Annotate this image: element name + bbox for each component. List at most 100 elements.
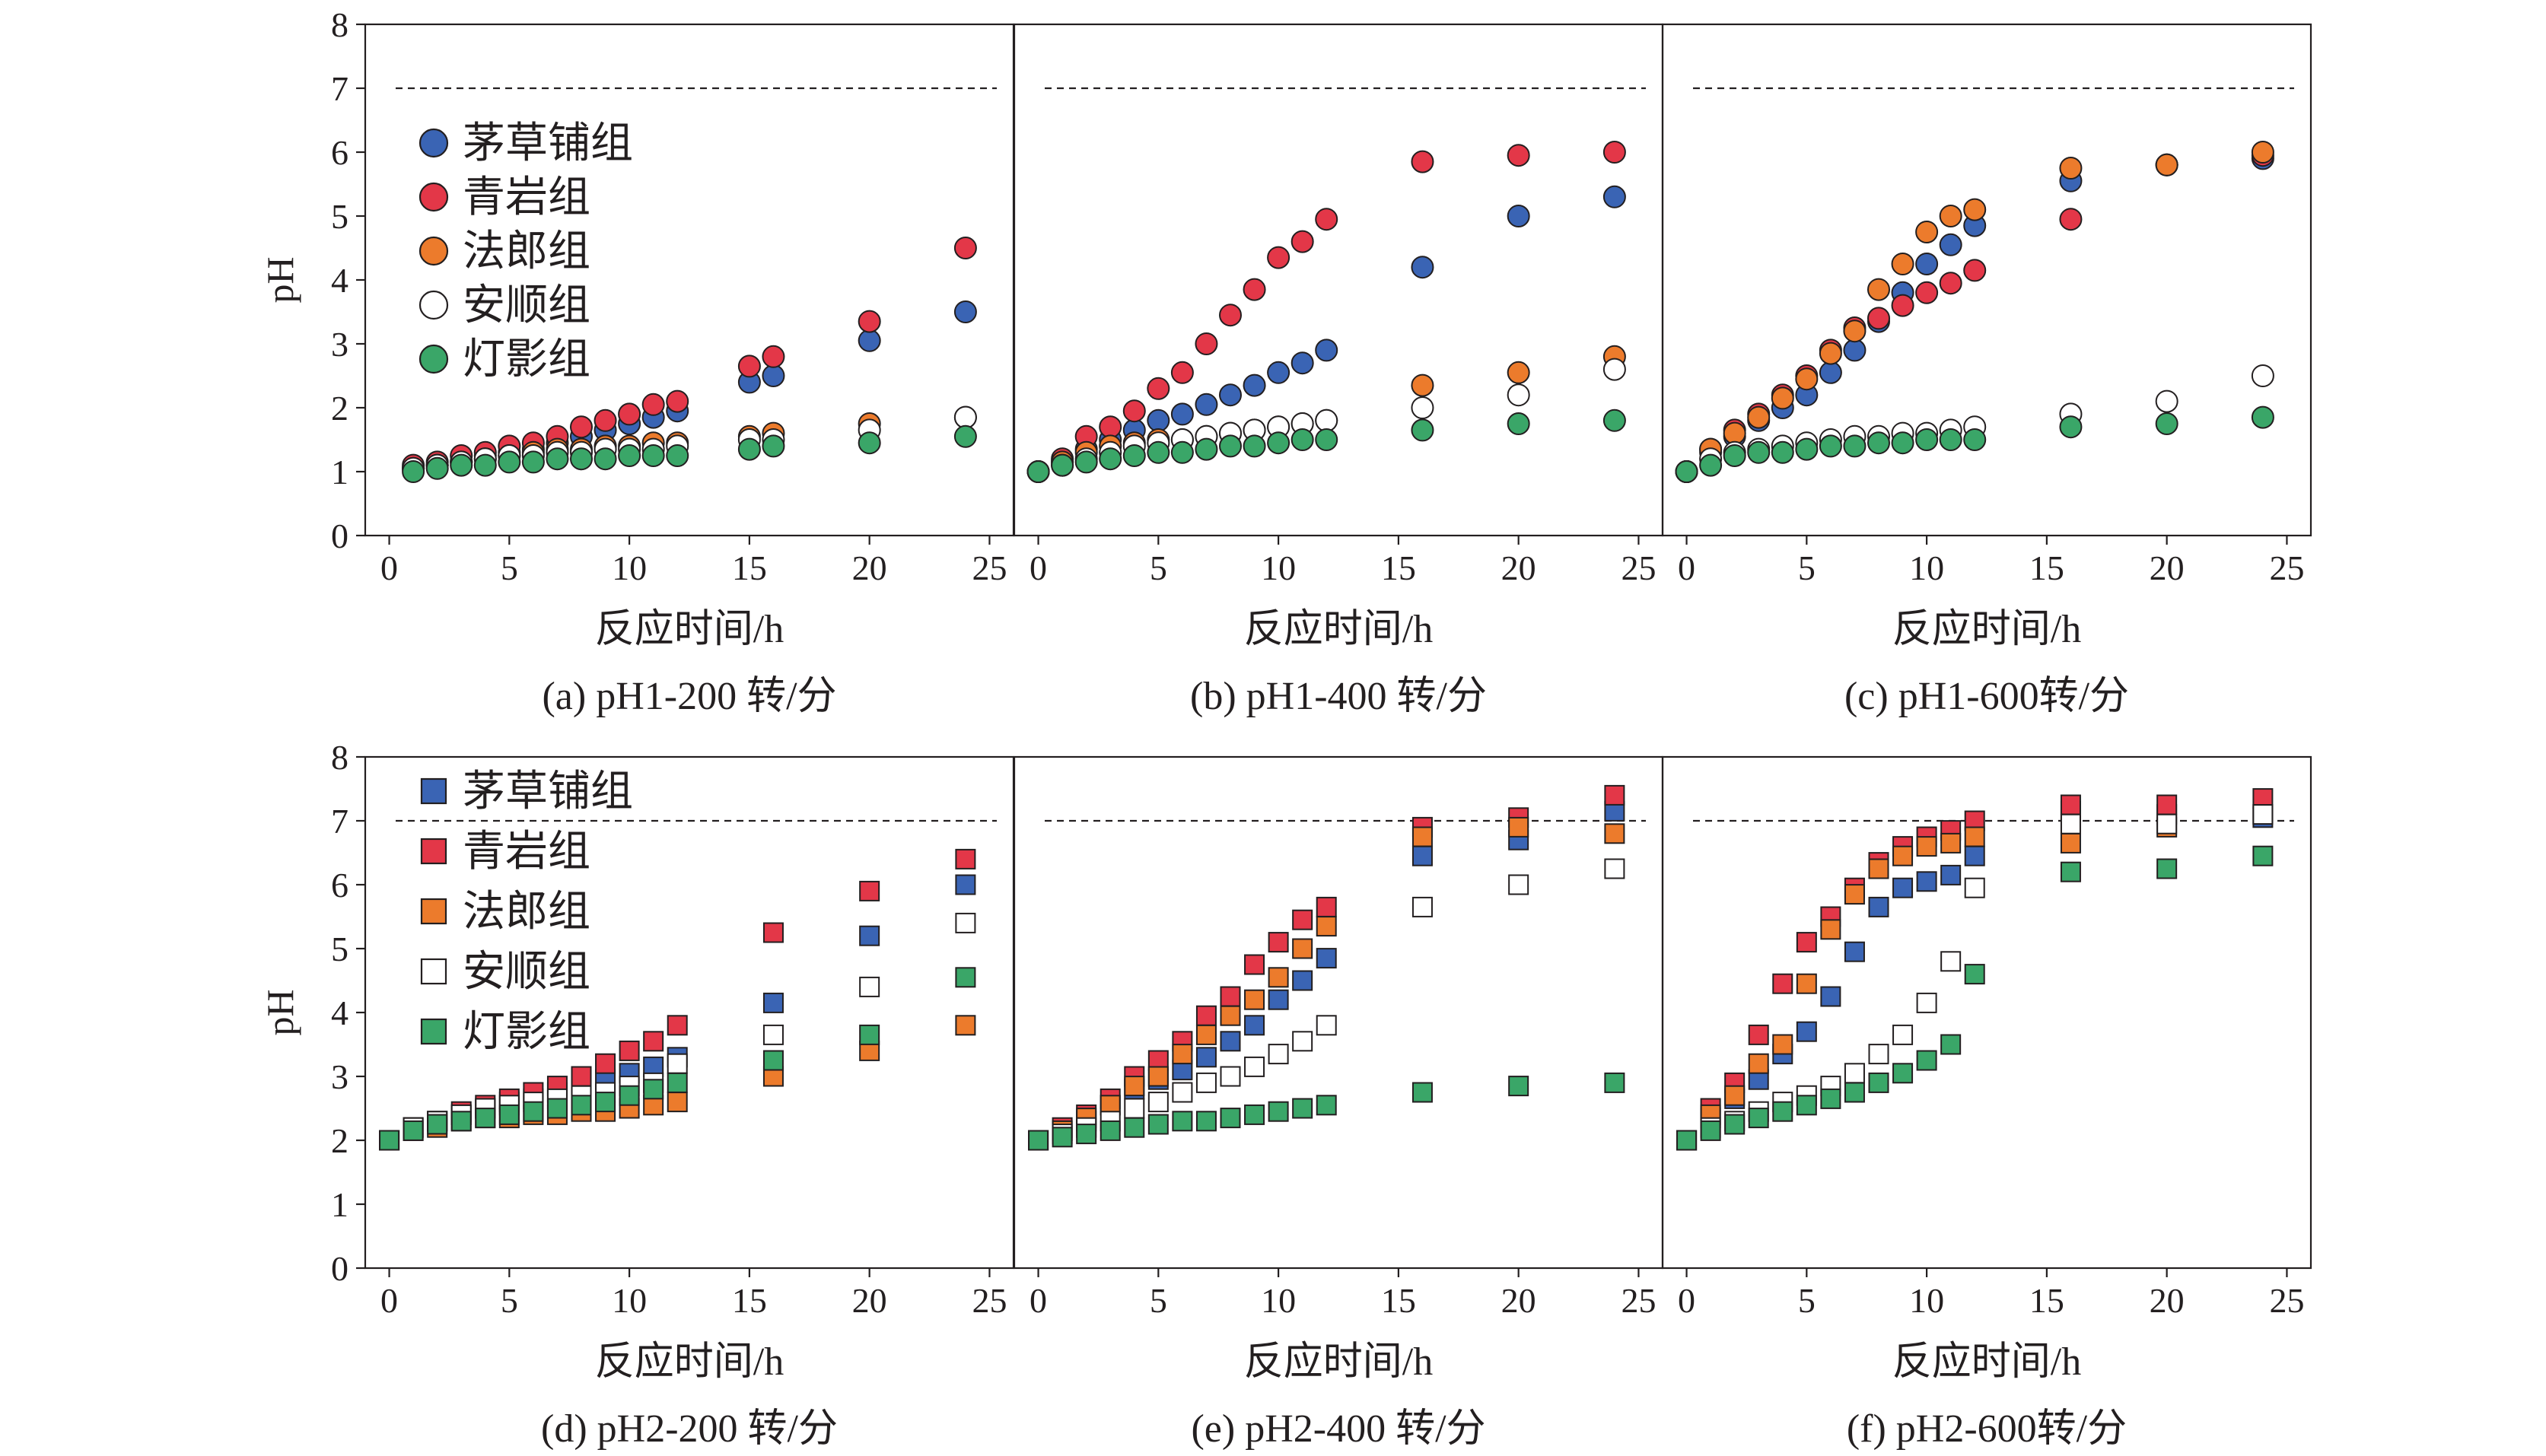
data-point	[737, 354, 761, 378]
data-point	[379, 1130, 400, 1151]
data-point	[1602, 409, 1626, 432]
data-point	[1292, 909, 1313, 930]
legend-marker	[420, 838, 447, 865]
y-tick-label: 0	[331, 517, 348, 555]
data-point	[2252, 845, 2274, 866]
data-point	[1891, 294, 1914, 317]
data-point	[618, 444, 641, 467]
x-tick-label: 15	[2029, 1281, 2064, 1320]
data-point	[1724, 1085, 1746, 1106]
legend-marker	[420, 958, 447, 985]
x-tick-label: 25	[972, 1281, 1007, 1320]
legend-marker	[418, 290, 449, 320]
data-point	[955, 1015, 976, 1036]
data-point	[1867, 431, 1890, 455]
data-point	[1244, 1015, 1265, 1036]
data-point	[1604, 823, 1625, 844]
data-point	[666, 389, 689, 413]
data-point	[762, 1024, 784, 1045]
data-point	[1195, 1005, 1217, 1026]
x-tick-label: 25	[2269, 548, 2304, 587]
data-point	[643, 1079, 664, 1100]
legend-marker	[420, 898, 447, 925]
data-point	[1964, 964, 1985, 985]
legend-label: 青岩组	[463, 828, 590, 876]
data-point	[1316, 1015, 1337, 1036]
data-point	[475, 1108, 496, 1129]
data-point	[594, 409, 617, 432]
y-tick-label: 2	[331, 1121, 348, 1160]
legend-label: 安顺组	[463, 282, 590, 329]
x-tick-label: 10	[1261, 1281, 1296, 1320]
data-point	[1700, 1120, 1721, 1141]
data-point	[1939, 233, 1962, 256]
data-point	[1244, 989, 1265, 1010]
series-5	[1028, 1072, 1625, 1151]
data-point	[1844, 884, 1865, 905]
legend-label: 法郎组	[463, 889, 590, 936]
data-point	[1268, 967, 1289, 988]
data-point	[737, 437, 761, 461]
data-point	[1819, 342, 1842, 365]
x-tick-label: 5	[1150, 1281, 1167, 1320]
data-point	[1220, 1066, 1241, 1087]
data-point	[1292, 970, 1313, 991]
data-point	[1267, 246, 1291, 269]
data-point	[1195, 437, 1218, 461]
data-point	[1507, 361, 1530, 384]
data-point	[1124, 1117, 1145, 1138]
data-point	[1122, 444, 1146, 467]
y-tick-label: 7	[331, 802, 348, 841]
data-point	[2060, 794, 2081, 815]
data-point	[1867, 278, 1890, 301]
legend-marker	[418, 236, 449, 266]
data-point	[1916, 871, 1937, 892]
data-point	[641, 444, 665, 467]
data-point	[953, 424, 977, 448]
data-point	[2155, 153, 2178, 176]
data-point	[1100, 1120, 1121, 1141]
data-point	[1772, 1034, 1793, 1055]
data-point	[570, 447, 593, 471]
data-point	[619, 1040, 640, 1061]
data-point	[1315, 428, 1338, 451]
data-point	[546, 447, 569, 471]
data-point	[1147, 409, 1170, 432]
data-point	[1843, 434, 1867, 458]
data-point	[2059, 157, 2083, 180]
x-tick-label: 5	[1150, 548, 1167, 587]
data-point	[2060, 832, 2081, 854]
data-point	[1916, 1050, 1937, 1071]
data-point	[1602, 358, 1626, 381]
legend-marker	[418, 182, 449, 212]
panel-caption: (b) pH1-400 转/分	[1190, 675, 1487, 718]
data-point	[595, 1053, 616, 1074]
x-tick-label: 10	[1909, 548, 1944, 587]
data-point	[1243, 278, 1266, 301]
data-point	[1315, 339, 1338, 362]
data-point	[1411, 845, 1433, 866]
data-point	[2252, 804, 2274, 825]
data-point	[1723, 444, 1746, 467]
panel-caption: (e) pH2-400 转/分	[1191, 1407, 1485, 1451]
data-point	[1028, 1130, 1049, 1151]
series-5	[402, 424, 977, 483]
x-tick-label: 10	[612, 548, 647, 587]
series-5	[1675, 405, 2274, 483]
data-point	[1291, 230, 1314, 253]
data-point	[1147, 440, 1170, 464]
data-point	[1316, 948, 1337, 969]
data-point	[859, 925, 880, 946]
data-point	[1219, 434, 1242, 458]
data-point	[1604, 858, 1625, 879]
data-point	[1268, 989, 1289, 1010]
data-point	[2059, 415, 2083, 439]
data-point	[1195, 393, 1218, 416]
data-point	[1796, 973, 1817, 994]
plot-frame	[1661, 755, 2312, 1270]
data-point	[1675, 460, 1698, 483]
x-axis-label: 反应时间/h	[1892, 608, 2081, 651]
legend-marker	[420, 777, 447, 805]
x-axis-label: 反应时间/h	[595, 1340, 784, 1384]
data-point	[1507, 205, 1530, 227]
